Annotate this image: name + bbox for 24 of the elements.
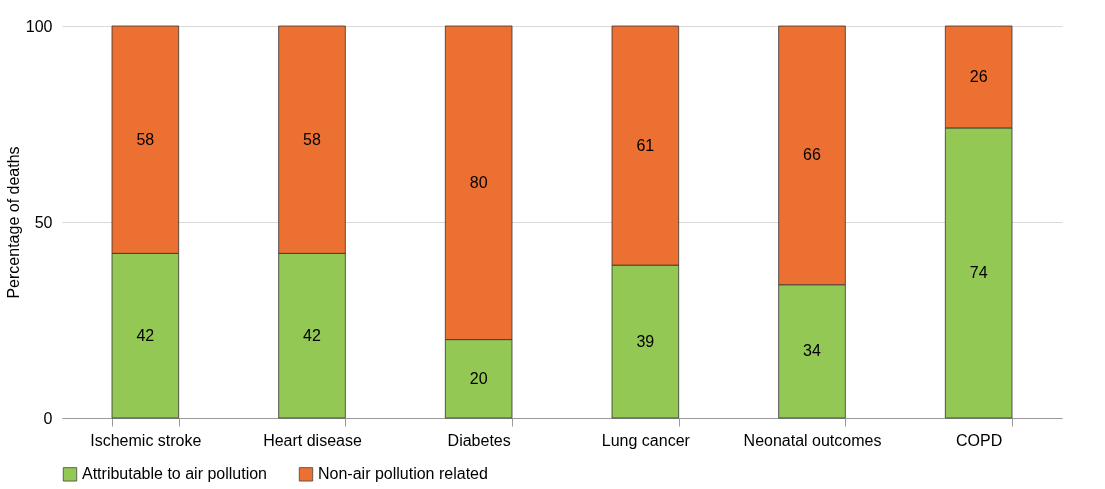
data-label: 80 [469, 173, 488, 191]
data-label: 42 [303, 326, 321, 344]
data-label: 20 [469, 369, 488, 387]
x-tick-label: Lung cancer [601, 431, 691, 449]
data-label: 58 [136, 130, 155, 148]
data-label: 42 [136, 326, 155, 344]
y-tick-label: 0 [43, 409, 53, 427]
data-label: 34 [803, 342, 821, 360]
x-tick-label: Ischemic stroke [90, 431, 202, 449]
y-tick-label: 100 [25, 17, 53, 35]
data-label: 66 [803, 146, 821, 164]
y-axis-title: Percentage of deaths [4, 146, 22, 299]
data-label: 61 [636, 136, 655, 154]
x-tick-label: Diabetes [447, 431, 511, 449]
x-tick-label: Neonatal outcomes [743, 431, 882, 449]
data-label: 39 [636, 332, 655, 350]
x-tick-label: Heart disease [263, 431, 362, 449]
data-label: 26 [969, 67, 988, 85]
y-tick-label: 50 [34, 213, 53, 231]
data-label: 58 [303, 130, 321, 148]
legend-label: Non-air pollution related [318, 465, 488, 483]
legend-label: Attributable to air pollution [82, 465, 267, 483]
x-tick-label: COPD [956, 431, 1003, 449]
data-label: 74 [969, 263, 988, 281]
